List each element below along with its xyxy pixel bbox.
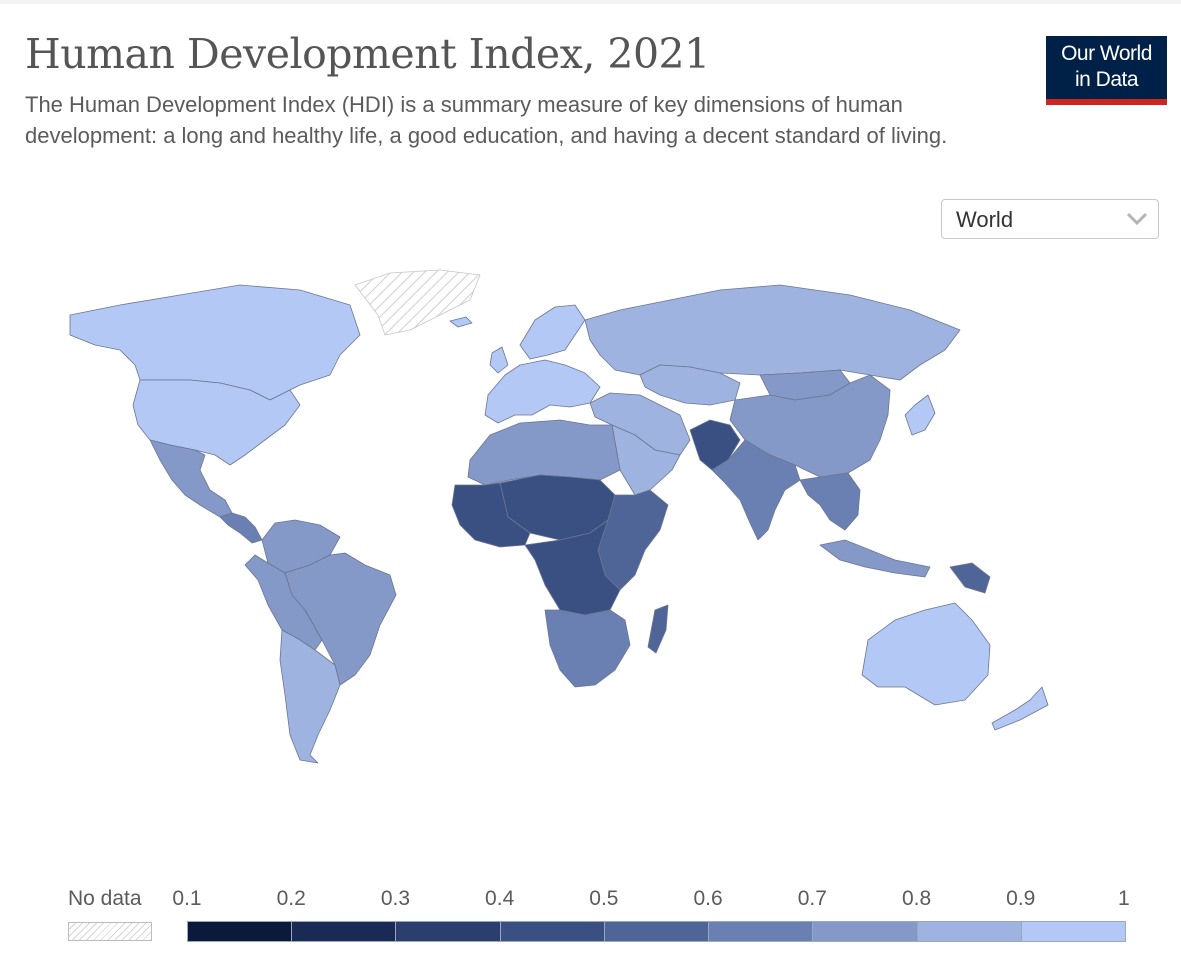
region-scandinavia[interactable]	[519, 304, 586, 360]
region-southeast-asia[interactable]	[799, 472, 861, 531]
chart-title: Human Development Index, 2021	[25, 30, 710, 78]
legend-bin[interactable]	[187, 921, 293, 942]
region-indonesia[interactable]	[819, 539, 931, 578]
legend-bin[interactable]	[395, 921, 501, 942]
legend-bin[interactable]	[291, 921, 397, 942]
legend-tick-label: 0.8	[901, 887, 932, 910]
region-iran-turkey[interactable]	[589, 392, 691, 456]
legend-bin[interactable]	[603, 921, 710, 942]
logo-line-1: Our World	[1061, 42, 1152, 65]
region-australia[interactable]	[861, 602, 991, 706]
region-central-africa[interactable]	[524, 519, 621, 616]
chevron-down-icon	[1126, 212, 1148, 226]
region-papua-new-guinea[interactable]	[949, 562, 991, 594]
region-new-zealand[interactable]	[991, 686, 1049, 731]
legend-tick-label: 0.9	[1006, 887, 1036, 910]
legend-bin[interactable]	[708, 921, 814, 942]
region-central-america[interactable]	[219, 512, 263, 544]
region-india[interactable]	[711, 439, 801, 541]
region-select-value: World	[956, 207, 1014, 232]
chart-subtitle: The Human Development Index (HDI) is a s…	[25, 92, 948, 148]
region-uk[interactable]	[489, 346, 509, 374]
legend-tick-label: 0.1	[172, 887, 202, 910]
logo-line-2: in Data	[1074, 68, 1139, 91]
legend-no-data-label: No data	[68, 887, 142, 910]
region-russia[interactable]	[584, 284, 961, 381]
world-map	[69, 269, 1049, 764]
legend-tick-label: 0.7	[797, 887, 827, 910]
region-argentina-chile[interactable]	[279, 629, 341, 764]
legend-tick-label: 0.5	[589, 887, 619, 910]
owid-logo[interactable]: Our World in Data	[1046, 36, 1167, 105]
legend-tick-label: 0.4	[485, 887, 515, 910]
region-southern-africa[interactable]	[544, 609, 631, 688]
region-united-states[interactable]	[132, 379, 301, 466]
region-mexico[interactable]	[149, 439, 233, 518]
top-border	[0, 0, 1181, 4]
legend-bin[interactable]	[1020, 921, 1126, 942]
legend-tick-label: 0.3	[380, 887, 411, 910]
legend-no-data-swatch	[68, 922, 152, 941]
legend-bin[interactable]	[812, 921, 918, 942]
legend-tick-label: 1	[1117, 887, 1130, 910]
region-select[interactable]: World	[941, 199, 1159, 239]
region-iceland[interactable]	[449, 316, 473, 328]
legend-bin[interactable]	[916, 921, 1022, 942]
region-greenland[interactable]	[354, 269, 481, 336]
region-arabian-peninsula[interactable]	[611, 424, 681, 496]
legend-tick-label: 0.2	[276, 887, 306, 910]
region-japan-korea[interactable]	[904, 394, 936, 436]
region-madagascar[interactable]	[647, 604, 669, 654]
legend-tick-label: 0.6	[693, 887, 723, 910]
legend-bin[interactable]	[499, 921, 605, 942]
